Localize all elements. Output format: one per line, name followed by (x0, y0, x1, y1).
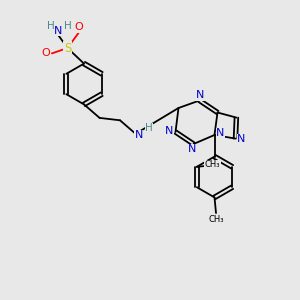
Text: N: N (165, 126, 174, 136)
Text: N: N (216, 128, 225, 139)
Text: H: H (145, 123, 153, 134)
Text: N: N (196, 90, 204, 100)
Text: N: N (237, 134, 246, 144)
Text: H: H (64, 21, 71, 31)
Text: N: N (188, 144, 196, 154)
Text: O: O (41, 48, 50, 58)
Text: CH₃: CH₃ (205, 160, 220, 169)
Text: N: N (54, 26, 63, 36)
Text: O: O (75, 22, 84, 32)
Text: CH₃: CH₃ (208, 214, 224, 224)
Text: H: H (46, 21, 54, 31)
Text: S: S (64, 41, 71, 55)
Text: N: N (134, 130, 143, 140)
